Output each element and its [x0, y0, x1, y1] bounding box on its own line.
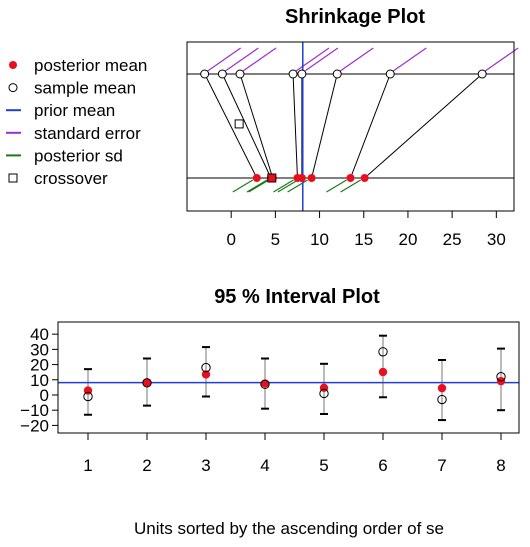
x-tick-label: 7 — [437, 456, 446, 475]
shrinkage-x-axis: 0 5 10 15 20 25 30 — [226, 210, 506, 249]
posterior-sd-segment — [246, 179, 268, 193]
interval-plot-frame — [57, 321, 520, 434]
legend-label: posterior mean — [34, 56, 147, 75]
shrinkage-line — [221, 73, 272, 179]
crossover-marker — [267, 173, 277, 183]
legend-posterior-mean-symbol — [9, 61, 17, 69]
sample-mean-point — [83, 391, 93, 402]
standard-error-segment — [207, 47, 242, 72]
shrinkage-line — [350, 73, 391, 179]
sample-mean-point — [235, 69, 245, 79]
posterior-mean-point — [201, 370, 211, 379]
x-tick-label: 30 — [487, 230, 506, 249]
sample-mean-point — [297, 69, 307, 79]
standard-error-segment — [339, 47, 374, 72]
posterior-sd-segment — [326, 179, 347, 193]
legend-sample-mean-symbol — [8, 83, 18, 93]
shrinkage-line — [292, 73, 298, 179]
sample-mean-point — [200, 69, 210, 79]
shrinkage-plot: Shrinkage Plot 0 5 10 15 20 25 30 — [186, 6, 519, 249]
legend-crossover-symbol — [8, 173, 18, 183]
x-tick-label: 0 — [226, 230, 235, 249]
posterior-mean-point — [252, 174, 261, 182]
posterior-mean-point — [142, 378, 152, 388]
x-tick-label: 10 — [310, 230, 329, 249]
posterior-sd-segment — [248, 179, 270, 193]
posterior-sd-segment — [287, 179, 308, 193]
posterior-mean-point — [293, 174, 302, 182]
x-tick-label: 1 — [83, 456, 92, 475]
standard-error-segment — [242, 47, 277, 72]
x-tick-label: 15 — [354, 230, 373, 249]
posterior-sd-segment — [340, 179, 361, 193]
sample-mean-point — [385, 69, 395, 79]
interval-plot-marks — [58, 334, 519, 422]
sample-mean-point — [217, 69, 227, 79]
posterior-sd-segment — [273, 179, 294, 193]
sample-mean-point — [496, 372, 506, 382]
shrinkage-line — [364, 73, 483, 179]
standard-error-segment — [484, 47, 519, 72]
standard-error-segment — [304, 47, 339, 72]
y-tick-label: 30 — [30, 340, 49, 359]
legend: posterior mean sample mean prior mean stand… — [6, 56, 147, 188]
legend-label: sample mean — [34, 79, 136, 98]
x-tick-label: 5 — [319, 456, 328, 475]
legend-label: standard error — [34, 124, 141, 143]
posterior-sd-segment — [277, 179, 299, 193]
posterior-mean-point — [266, 174, 275, 182]
y-tick-label: 20 — [30, 356, 49, 375]
shrinkage-plot-title: Shrinkage Plot — [285, 6, 425, 28]
sample-mean-point — [378, 347, 388, 357]
posterior-mean-point — [378, 367, 388, 377]
sample-mean-point — [260, 379, 270, 390]
sample-mean-point — [288, 69, 298, 79]
y-tick-label: 0 — [40, 386, 49, 405]
x-tick-label: 5 — [271, 230, 280, 249]
sample-mean-point — [437, 394, 447, 405]
sample-mean-point — [319, 388, 329, 399]
shrinkage-line — [239, 73, 274, 179]
y-tick-label: −10 — [20, 401, 49, 420]
shrinkage-line — [204, 73, 258, 179]
legend-label: crossover — [34, 169, 108, 188]
crossover-marker — [234, 119, 244, 129]
standard-error-segment — [225, 47, 259, 72]
standard-error-segment — [295, 47, 330, 72]
x-tick-label: 4 — [260, 456, 269, 475]
interval-plot-title: 95 % Interval Plot — [214, 286, 380, 308]
posterior-mean-point — [307, 174, 316, 182]
x-tick-label: 25 — [443, 230, 462, 249]
interval-x-axis: 1 2 3 4 5 6 7 8 — [83, 432, 506, 475]
shrinkage-line — [311, 73, 338, 179]
y-tick-label: 40 — [30, 325, 49, 344]
sample-mean-point — [201, 362, 211, 373]
x-tick-label: 2 — [142, 456, 151, 475]
legend-label: posterior sd — [34, 146, 123, 165]
x-tick-label: 8 — [496, 456, 505, 475]
y-tick-label: 10 — [30, 371, 49, 390]
x-tick-label: 6 — [378, 456, 387, 475]
interval-x-axis-label: Units sorted by the ascending order of s… — [134, 519, 444, 538]
shrinkage-plot-marks — [187, 42, 519, 211]
posterior-sd-segment — [232, 179, 254, 193]
sample-mean-point — [477, 69, 487, 79]
posterior-mean-point — [437, 383, 447, 393]
sample-mean-point — [142, 378, 152, 388]
posterior-mean-point — [346, 174, 355, 182]
standard-error-segment — [392, 47, 427, 72]
x-tick-label: 20 — [398, 230, 417, 249]
sample-mean-point — [332, 69, 342, 79]
legend-label: prior mean — [34, 101, 115, 120]
y-tick-label: −20 — [20, 416, 49, 435]
posterior-mean-point — [360, 174, 369, 182]
x-tick-label: 3 — [201, 456, 210, 475]
posterior-mean-point — [260, 379, 270, 388]
